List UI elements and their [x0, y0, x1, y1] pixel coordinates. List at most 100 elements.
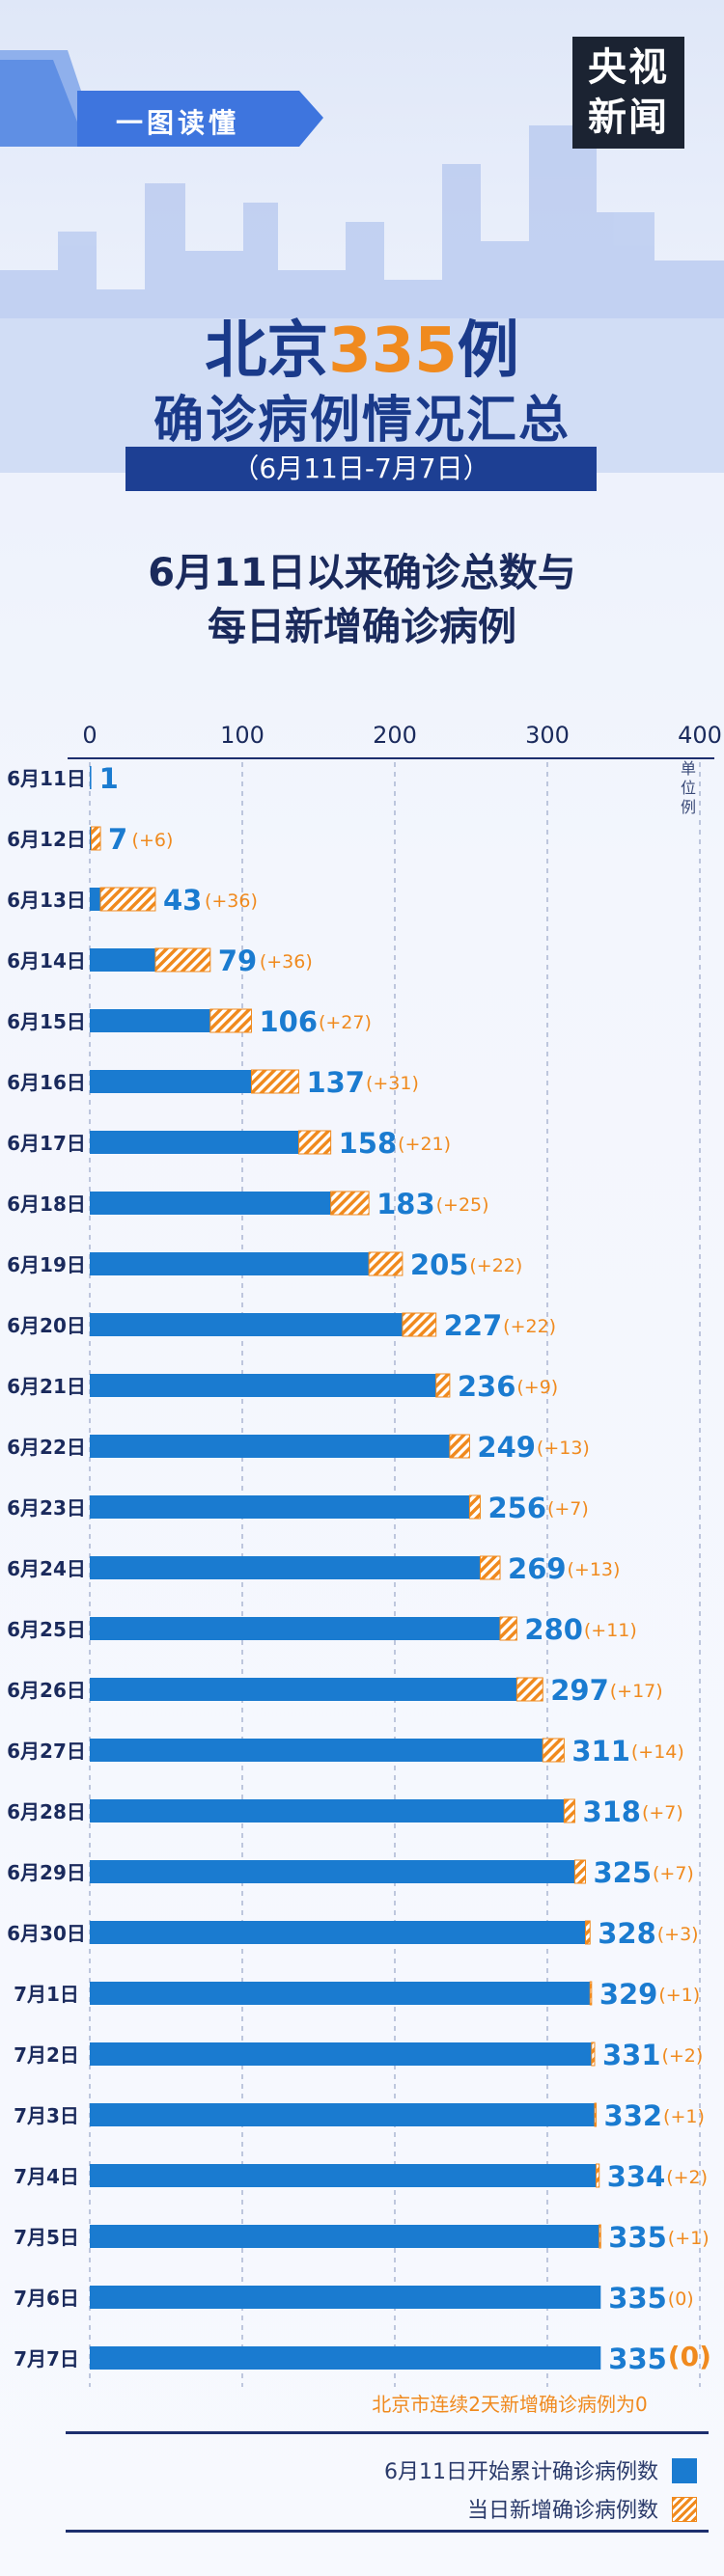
value-label-total: 43 [163, 884, 202, 917]
bar-daily-new [499, 1616, 517, 1641]
bar-total [90, 1495, 470, 1519]
bar-daily-new [297, 1130, 332, 1155]
value-label-daily: (+13) [537, 1438, 590, 1459]
category-label: 6月11日 [7, 767, 86, 790]
banner-ribbon [0, 50, 323, 147]
category-label: 6月30日 [7, 1922, 86, 1945]
value-label-total: 331 [602, 2039, 661, 2071]
bar-total [90, 1982, 591, 2005]
value-label-total: 1 [99, 762, 119, 795]
category-label: 6月25日 [7, 1618, 86, 1641]
value-label-daily: (+22) [503, 1316, 556, 1337]
category-label: 6月23日 [7, 1496, 86, 1520]
category-label: 7月3日 [14, 2104, 79, 2127]
bar-daily-new [563, 1798, 575, 1823]
x-tick-label: 300 [525, 722, 570, 749]
category-label: 6月20日 [7, 1314, 86, 1337]
value-label-daily: (+25) [436, 1194, 489, 1216]
value-label-daily: (0) [668, 2288, 694, 2310]
legend-bottom-rule [66, 2530, 709, 2533]
legend-label-total: 6月11日开始累计确诊病例数 [384, 2460, 658, 2484]
category-label: 6月28日 [7, 1800, 86, 1823]
chart-subtitle: 6月11日以来确诊总数与 每日新增确诊病例 [0, 546, 724, 654]
bar-total [90, 1374, 436, 1397]
category-label: 7月5日 [14, 2226, 79, 2249]
bar-total [90, 2103, 595, 2126]
bar-total [90, 1252, 370, 1275]
value-label-total: 328 [598, 1917, 656, 1950]
value-label-daily: (+3) [657, 1924, 699, 1945]
category-label: 6月15日 [7, 1010, 86, 1033]
value-label-daily: (+21) [398, 1134, 451, 1155]
value-label-total: 335 [608, 2221, 667, 2254]
bar-total [90, 1921, 586, 1944]
bar-total [90, 2286, 601, 2309]
title-prefix: 北京 [205, 315, 329, 387]
value-label-daily: (+7) [547, 1498, 589, 1520]
value-label-daily: (+6) [132, 830, 174, 851]
category-label: 6月12日 [7, 828, 86, 851]
x-tick-label: 400 [678, 722, 722, 749]
title-line2: 确诊病例情况汇总 [153, 392, 571, 450]
banner-label: 一图读懂 [116, 107, 240, 139]
value-label-total: 79 [218, 945, 257, 977]
bar-daily-new [591, 2042, 596, 2067]
value-label-total: 183 [376, 1188, 435, 1220]
unit-label: 例 [681, 798, 696, 816]
logo-line2: 新闻 [588, 96, 669, 140]
category-label: 6月27日 [7, 1740, 86, 1763]
value-label-daily: (+2) [661, 2045, 703, 2067]
bar-daily-new [402, 1312, 437, 1337]
bar-total [90, 2164, 597, 2187]
bar-daily-new [596, 2163, 600, 2188]
value-label-daily: (+9) [516, 1377, 558, 1398]
category-label: 6月18日 [7, 1192, 86, 1216]
category-label: 7月7日 [14, 2347, 79, 2370]
unit-label: 单 [681, 759, 696, 778]
value-label-total: 158 [339, 1127, 398, 1160]
value-label-daily: (+31) [366, 1073, 419, 1094]
value-label-total: 106 [259, 1005, 318, 1038]
value-label-daily: (+1) [663, 2106, 705, 2127]
value-label-daily: (+1) [658, 1985, 700, 2006]
value-label-total: 318 [582, 1795, 641, 1828]
bar-total [90, 1739, 543, 1762]
value-label-daily: (0) [668, 2341, 711, 2372]
value-label-total: 334 [607, 2160, 666, 2193]
bar-daily-new [468, 1494, 481, 1520]
category-label: 6月14日 [7, 949, 86, 973]
value-label-daily: (+14) [631, 1741, 684, 1763]
bar-total [90, 1131, 299, 1154]
subtitle-line1: 6月11日以来确诊总数与 [148, 551, 576, 595]
bar-total [90, 1313, 403, 1336]
value-label-daily: (+13) [568, 1559, 621, 1580]
value-label-total: 7 [108, 823, 127, 856]
bar-daily-new [209, 1008, 252, 1033]
subtitle-line2: 每日新增确诊病例 [208, 605, 516, 649]
value-label-total: 256 [487, 1492, 546, 1524]
category-label: 7月2日 [14, 2043, 79, 2067]
bar-total [90, 2042, 592, 2066]
bar-daily-new [585, 1920, 591, 1945]
bar-daily-new [99, 887, 156, 912]
value-label-daily: (+36) [205, 891, 258, 912]
bar-daily-new [435, 1373, 451, 1398]
skyline-background [0, 125, 724, 473]
category-label: 6月26日 [7, 1679, 86, 1702]
category-label: 7月1日 [14, 1983, 79, 2006]
value-label-daily: (+36) [260, 951, 313, 973]
category-label: 6月16日 [7, 1071, 86, 1094]
value-label-total: 332 [604, 2099, 663, 2132]
date-range-bar: （6月11日-7月7日） [125, 447, 597, 491]
bar-daily-new [589, 1981, 593, 2006]
bar-total [90, 766, 92, 789]
value-label-total: 297 [550, 1674, 609, 1707]
value-label-daily: (+1) [668, 2228, 710, 2249]
unit-label: 位 [681, 779, 696, 797]
bar-daily-new [330, 1191, 370, 1216]
legend-swatch-total [672, 2458, 697, 2483]
bar-total [90, 1070, 252, 1093]
x-tick-label: 100 [220, 722, 265, 749]
bar-daily-new [479, 1555, 501, 1580]
